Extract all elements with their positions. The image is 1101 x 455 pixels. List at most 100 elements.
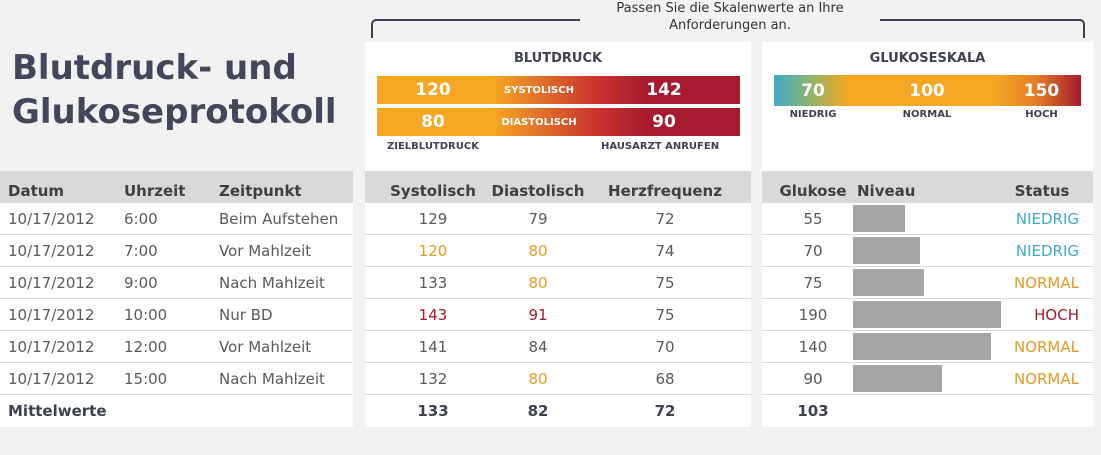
diastolic-cell[interactable]: 79 — [528, 210, 548, 228]
page-title-line2: Glukoseprotokoll — [12, 92, 337, 132]
call-doctor-label: HAUSARZT ANRUFEN — [601, 141, 720, 152]
glucose-cell[interactable]: 90 — [803, 370, 823, 388]
moment-cell[interactable]: Vor Mahlzeit — [219, 338, 312, 356]
glucose-cell[interactable]: 75 — [803, 274, 823, 292]
time-cell[interactable]: 12:00 — [124, 338, 168, 356]
page-title: Blutdruck- und Glukoseprotokoll — [12, 46, 352, 134]
glucose-low-value[interactable]: 70 — [801, 80, 825, 101]
diastolic-cell[interactable]: 80 — [528, 370, 548, 388]
table-row[interactable]: 141 84 70 — [365, 331, 751, 363]
diastolic-call-value[interactable]: 90 — [652, 112, 676, 132]
table-row[interactable]: 75 NORMAL — [762, 267, 1093, 299]
glucose-level-bar — [853, 333, 991, 360]
date-cell[interactable]: 10/17/2012 — [8, 242, 95, 260]
table-row[interactable]: 129 79 72 — [365, 203, 751, 235]
table-row[interactable]: 10/17/2012 7:00 Vor Mahlzeit — [0, 235, 353, 267]
diastolic-cell[interactable]: 84 — [528, 338, 548, 356]
time-cell[interactable]: 6:00 — [124, 210, 158, 228]
glucose-low-label: NIEDRIG — [789, 109, 837, 120]
systolic-cell[interactable]: 143 — [418, 306, 448, 324]
table-row[interactable]: 10/17/2012 15:00 Nach Mahlzeit — [0, 363, 353, 395]
glucose-level-bar — [853, 301, 1001, 328]
table-row[interactable]: 120 80 74 — [365, 235, 751, 267]
glucose-cell[interactable]: 140 — [798, 338, 828, 356]
heart-rate-cell[interactable]: 74 — [655, 242, 675, 260]
moment-cell[interactable]: Beim Aufstehen — [219, 210, 339, 228]
col-status: Status — [1014, 182, 1070, 200]
table-row[interactable]: 10/17/2012 12:00 Vor Mahlzeit — [0, 331, 353, 363]
systolic-call-value[interactable]: 142 — [646, 80, 682, 100]
table-row[interactable]: 10/17/2012 10:00 Nur BD — [0, 299, 353, 331]
heart-rate-cell[interactable]: 72 — [655, 210, 675, 228]
heart-rate-cell[interactable]: 68 — [655, 370, 675, 388]
col-time: Uhrzeit — [124, 182, 186, 200]
date-cell[interactable]: 10/17/2012 — [8, 338, 95, 356]
time-cell[interactable]: 10:00 — [124, 306, 168, 324]
avg-systolic: 133 — [417, 402, 449, 420]
time-cell[interactable]: 15:00 — [124, 370, 168, 388]
status-cell: NORMAL — [1013, 338, 1079, 356]
table-row[interactable]: 10/17/2012 9:00 Nach Mahlzeit — [0, 267, 353, 299]
averages-row: 133 82 72 — [365, 395, 751, 427]
table-row[interactable]: 140 NORMAL — [762, 331, 1093, 363]
heart-rate-cell[interactable]: 70 — [655, 338, 675, 356]
table-row[interactable]: 55 NIEDRIG — [762, 203, 1093, 235]
table-row[interactable]: 10/17/2012 6:00 Beim Aufstehen — [0, 203, 353, 235]
glucose-scale-bar[interactable]: 70 100 150 — [774, 75, 1081, 106]
systolic-cell[interactable]: 141 — [418, 338, 448, 356]
table-row[interactable]: 90 NORMAL — [762, 363, 1093, 395]
glucose-header: Glukose Niveau Status — [762, 171, 1093, 203]
date-cell[interactable]: 10/17/2012 — [8, 306, 95, 324]
col-moment: Zeitpunkt — [219, 182, 302, 200]
systolic-cell[interactable]: 120 — [418, 242, 448, 260]
date-cell[interactable]: 10/17/2012 — [8, 210, 95, 228]
systolic-cell[interactable]: 129 — [418, 210, 448, 228]
diastolic-scale-bar[interactable]: 80 DIASTOLISCH 90 — [377, 108, 740, 136]
glucose-level-bar — [853, 365, 942, 392]
diastolic-cell[interactable]: 91 — [528, 306, 548, 324]
glucose-cell[interactable]: 70 — [803, 242, 823, 260]
moment-cell[interactable]: Nach Mahlzeit — [219, 274, 325, 292]
moment-cell[interactable]: Vor Mahlzeit — [219, 242, 312, 260]
date-cell[interactable]: 10/17/2012 — [8, 274, 95, 292]
status-cell: NIEDRIG — [1015, 210, 1079, 228]
heart-rate-cell[interactable]: 75 — [655, 306, 675, 324]
glucose-high-value[interactable]: 150 — [1023, 80, 1060, 101]
target-bp-label: ZIELBLUTDRUCK — [387, 141, 479, 152]
glucose-level-bar — [853, 269, 924, 296]
diastolic-cell[interactable]: 80 — [528, 242, 548, 260]
avg-heart-rate: 72 — [654, 402, 676, 420]
glucose-normal-value[interactable]: 100 — [909, 80, 945, 101]
moment-cell[interactable]: Nur BD — [219, 306, 273, 324]
systolic-target-value[interactable]: 120 — [415, 80, 451, 100]
glucose-high-label: HOCH — [1025, 109, 1058, 120]
avg-diastolic: 82 — [527, 402, 549, 420]
time-cell[interactable]: 7:00 — [124, 242, 158, 260]
systolic-cell[interactable]: 132 — [418, 370, 448, 388]
systolic-cell[interactable]: 133 — [418, 274, 448, 292]
table-row[interactable]: 70 NIEDRIG — [762, 235, 1093, 267]
table-row[interactable]: 133 80 75 — [365, 267, 751, 299]
glucose-normal-label: NORMAL — [902, 109, 952, 120]
table-row[interactable]: 190 HOCH — [762, 299, 1093, 331]
glucose-cell[interactable]: 55 — [803, 210, 823, 228]
date-cell[interactable]: 10/17/2012 — [8, 370, 95, 388]
glucose-cell[interactable]: 190 — [798, 306, 828, 324]
table-row[interactable]: 132 80 68 — [365, 363, 751, 395]
time-cell[interactable]: 9:00 — [124, 274, 158, 292]
averages-row: Mittelwerte — [0, 395, 353, 427]
diastolic-cell[interactable]: 80 — [528, 274, 548, 292]
systolic-scale-bar[interactable]: 120 SYSTOLISCH 142 — [377, 76, 740, 104]
bp-header: Systolisch Diastolisch Herzfrequenz — [365, 171, 751, 203]
log-header: Datum Uhrzeit Zeitpunkt — [0, 171, 353, 203]
status-cell: NORMAL — [1013, 370, 1079, 388]
col-systolic: Systolisch — [390, 182, 476, 200]
moment-cell[interactable]: Nach Mahlzeit — [219, 370, 325, 388]
avg-glucose: 103 — [797, 402, 829, 420]
diastolic-target-value[interactable]: 80 — [421, 112, 445, 132]
col-glucose: Glukose — [779, 182, 847, 200]
log-rows: 10/17/2012 6:00 Beim Aufstehen 10/17/2012 7:… — [0, 203, 353, 427]
table-row[interactable]: 143 91 75 — [365, 299, 751, 331]
heart-rate-cell[interactable]: 75 — [655, 274, 675, 292]
bp-rows: 129 79 72 120 80 74 133 80 75 143 91 75 141 84 70 132 80… — [365, 203, 751, 427]
